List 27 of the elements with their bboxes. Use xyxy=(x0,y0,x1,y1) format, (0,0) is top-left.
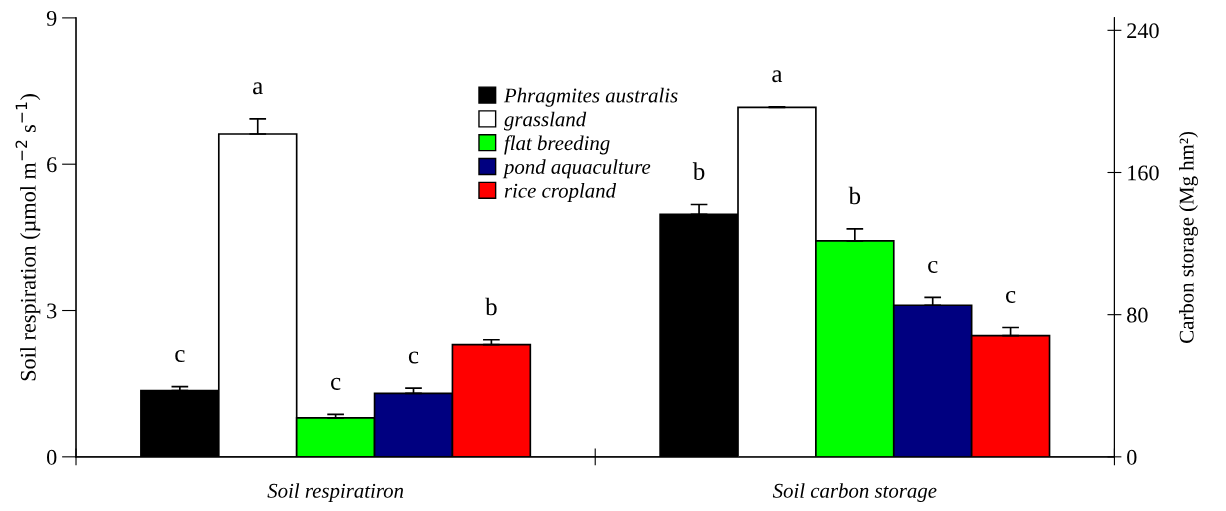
data-label: c xyxy=(175,350,185,363)
y2-tick-label: 240 xyxy=(1127,23,1159,39)
legend-label: grassland xyxy=(503,111,587,131)
x-tick-label: Soil respiratiron xyxy=(267,483,404,503)
legend-label: Phragmites australis xyxy=(503,87,678,107)
data-label: a xyxy=(253,82,263,95)
data-label: c xyxy=(928,260,938,273)
data-label: b xyxy=(848,186,861,205)
data-label: b xyxy=(485,297,497,316)
legend-label: pond aquaculture xyxy=(502,159,651,179)
y2-tick-label: 160 xyxy=(1128,165,1159,181)
data-label: c xyxy=(1006,290,1016,303)
y2-tick-label: 0 xyxy=(1127,449,1137,465)
data-label: a xyxy=(772,70,783,83)
data-label: b xyxy=(692,162,705,180)
y-tick-label: 6 xyxy=(47,157,57,173)
legend-label: rice cropland xyxy=(504,183,617,203)
y-tick-label: 3 xyxy=(47,303,57,319)
y-tick-label: 9 xyxy=(46,10,57,26)
legend-label: flat breeding xyxy=(504,135,610,155)
data-label: c xyxy=(331,377,341,390)
y2-axis-title: Carbon storage (Mg hm²) xyxy=(1179,131,1198,343)
data-label: c xyxy=(408,351,419,364)
y-axis-title: Soil respiration (µmol m$^{−2}$ s$^{−1}$) xyxy=(15,94,41,381)
x-tick-label: Soil carbon storage xyxy=(772,483,937,503)
y2-tick-label: 80 xyxy=(1127,307,1148,323)
y-tick-label: 0 xyxy=(47,449,57,465)
